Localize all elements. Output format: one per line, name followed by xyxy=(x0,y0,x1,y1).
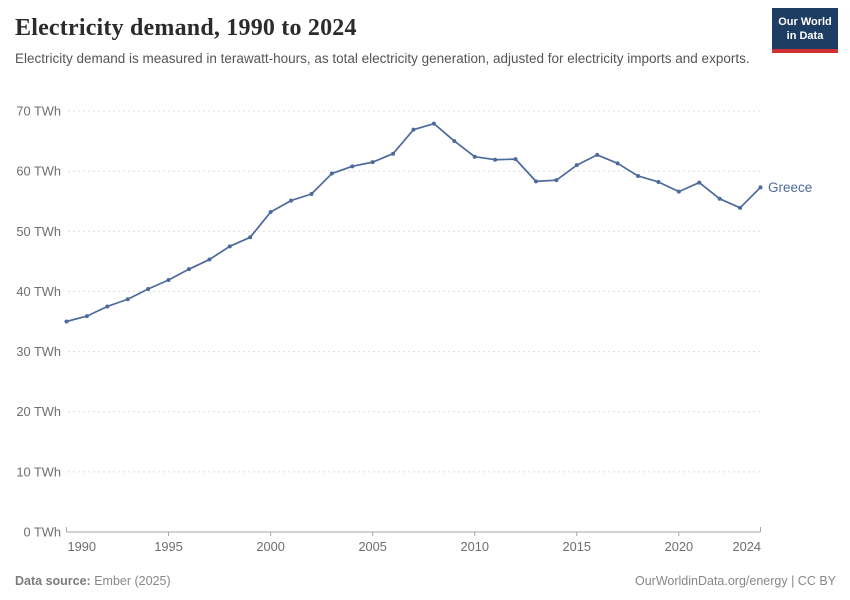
data-point[interactable] xyxy=(595,152,600,157)
data-point[interactable] xyxy=(574,163,579,168)
data-source[interactable]: Data source: Ember (2025) xyxy=(15,574,171,588)
x-tick-label: 2000 xyxy=(256,539,284,554)
data-point[interactable] xyxy=(758,185,763,190)
data-point[interactable] xyxy=(493,157,498,162)
data-point[interactable] xyxy=(697,180,702,185)
y-tick-label: 20 TWh xyxy=(16,404,61,419)
x-tick-label: 2010 xyxy=(461,539,489,554)
data-point[interactable] xyxy=(248,235,253,240)
data-source-value[interactable]: Ember (2025) xyxy=(94,574,171,588)
x-tick-label: 2005 xyxy=(358,539,386,554)
data-point[interactable] xyxy=(431,121,436,126)
data-point[interactable] xyxy=(125,297,130,302)
y-tick-label: 70 TWh xyxy=(16,104,61,119)
data-point[interactable] xyxy=(146,287,151,292)
y-tick-label: 40 TWh xyxy=(16,284,61,299)
x-tick-label: 1990 xyxy=(68,539,96,554)
data-point[interactable] xyxy=(452,139,457,144)
data-point[interactable] xyxy=(656,179,661,184)
y-tick-label: 60 TWh xyxy=(16,164,61,179)
data-source-label: Data source: xyxy=(15,574,91,588)
data-point[interactable] xyxy=(472,154,477,159)
data-point[interactable] xyxy=(717,196,722,201)
data-point[interactable] xyxy=(227,244,232,249)
data-point[interactable] xyxy=(309,191,314,196)
data-point[interactable] xyxy=(268,210,273,215)
owid-logo-line1: Our World xyxy=(778,16,832,28)
data-point[interactable] xyxy=(738,205,743,210)
chart-header: Electricity demand, 1990 to 2024 Electri… xyxy=(15,15,755,68)
data-point[interactable] xyxy=(186,267,191,272)
data-point[interactable] xyxy=(289,198,294,203)
chart-footer: Data source: Ember (2025) OurWorldinData… xyxy=(15,574,836,588)
data-point[interactable] xyxy=(554,178,559,183)
data-point[interactable] xyxy=(391,151,396,156)
data-point[interactable] xyxy=(64,319,69,324)
data-point[interactable] xyxy=(166,278,171,283)
data-point[interactable] xyxy=(329,171,334,176)
data-point[interactable] xyxy=(636,173,641,178)
data-point[interactable] xyxy=(676,189,681,194)
data-point[interactable] xyxy=(370,160,375,165)
y-tick-label: 10 TWh xyxy=(16,464,61,479)
x-tick-label: 2015 xyxy=(563,539,591,554)
data-point[interactable] xyxy=(350,164,355,169)
x-tick-label: 1995 xyxy=(154,539,182,554)
series-end-label[interactable]: Greece xyxy=(768,180,812,195)
data-point[interactable] xyxy=(84,314,89,319)
y-tick-label: 30 TWh xyxy=(16,344,61,359)
data-point[interactable] xyxy=(615,161,620,166)
chart-subtitle: Electricity demand is measured in terawa… xyxy=(15,51,750,66)
data-point[interactable] xyxy=(513,157,518,162)
x-tick-label: 2024 xyxy=(733,539,761,554)
data-point[interactable] xyxy=(533,179,538,184)
data-point[interactable] xyxy=(207,257,212,262)
license-link[interactable]: OurWorldinData.org/energy | CC BY xyxy=(634,574,836,588)
x-tick-label: 2020 xyxy=(665,539,693,554)
y-tick-label: 0 TWh xyxy=(24,525,61,540)
data-point[interactable] xyxy=(105,304,110,309)
owid-logo[interactable]: Our World in Data xyxy=(772,8,838,53)
owid-logo-line2: in Data xyxy=(786,30,824,43)
chart-title: Electricity demand, 1990 to 2024 xyxy=(15,15,357,41)
data-point[interactable] xyxy=(411,127,416,132)
y-tick-label: 50 TWh xyxy=(16,224,61,239)
